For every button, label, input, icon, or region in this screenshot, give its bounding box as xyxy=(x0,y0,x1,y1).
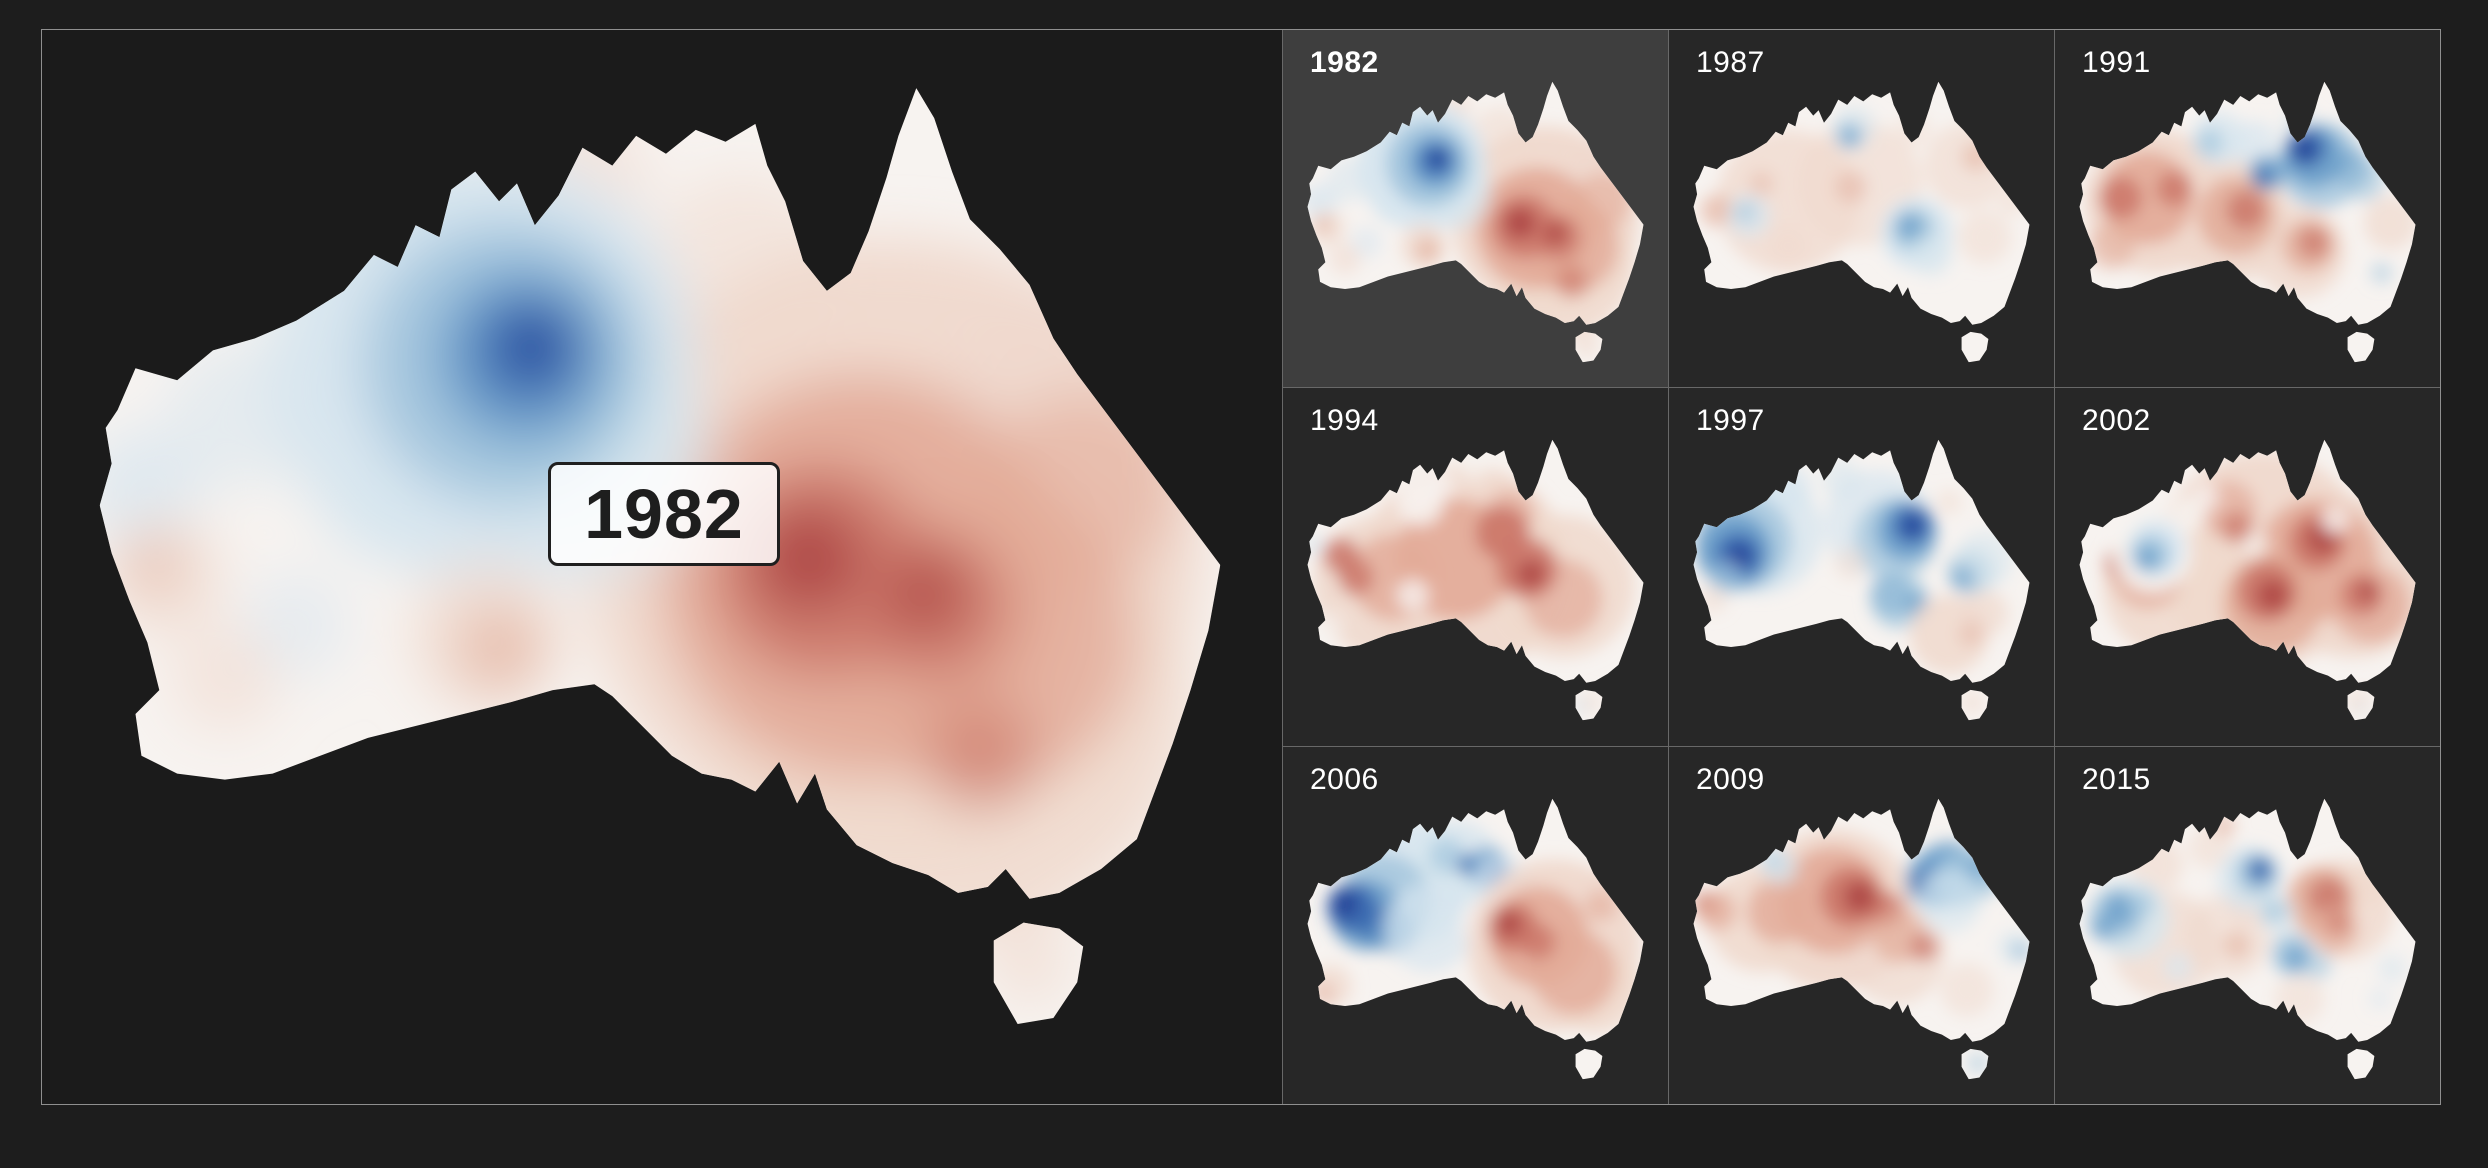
australia-anomaly-map xyxy=(1307,81,1644,363)
australia-anomaly-map xyxy=(1307,440,1644,721)
year-cell-2009[interactable]: 2009 xyxy=(1669,746,2054,1104)
visualization-frame: 1982 1982 1987 xyxy=(41,29,2441,1105)
cell-map-australia xyxy=(1681,787,2042,1096)
cell-year-label: 2006 xyxy=(1310,762,1379,796)
year-cell-1987[interactable]: 1987 xyxy=(1669,30,2054,388)
year-cell-2015[interactable]: 2015 xyxy=(2055,746,2440,1104)
australia-anomaly-map xyxy=(1307,798,1644,1079)
australia-anomaly-map xyxy=(2079,440,2416,721)
australia-anomaly-map xyxy=(2079,81,2416,363)
cell-year-label: 1987 xyxy=(1696,46,1765,79)
cell-year-label: 2002 xyxy=(2082,404,2151,438)
cell-year-label: 1997 xyxy=(1696,404,1765,438)
year-cell-1997[interactable]: 1997 xyxy=(1669,388,2054,746)
australia-anomaly-map xyxy=(1693,81,2030,363)
main-year-badge: 1982 xyxy=(548,462,780,566)
year-cell-2006[interactable]: 2006 xyxy=(1283,746,1668,1104)
year-cell-1991[interactable]: 1991 xyxy=(2055,30,2440,388)
cell-map-australia xyxy=(1295,428,1656,737)
cell-map-australia xyxy=(1681,70,2042,379)
cell-map-australia xyxy=(2067,787,2428,1096)
year-cell-2002[interactable]: 2002 xyxy=(2055,388,2440,746)
year-cell-1994[interactable]: 1994 xyxy=(1283,388,1668,746)
year-grid: 1982 1987 xyxy=(1282,30,2440,1104)
main-map-panel: 1982 xyxy=(42,30,1282,1104)
cell-map-australia xyxy=(1295,70,1656,379)
year-cell-1982[interactable]: 1982 xyxy=(1283,30,1668,388)
cell-map-australia xyxy=(1681,428,2042,737)
australia-anomaly-map xyxy=(2079,798,2416,1079)
cell-year-label: 1994 xyxy=(1310,404,1379,438)
cell-map-australia xyxy=(1295,787,1656,1096)
cell-year-label: 2015 xyxy=(2082,762,2151,796)
cell-map-australia xyxy=(2067,70,2428,379)
main-year-label: 1982 xyxy=(584,475,744,553)
cell-year-label: 1982 xyxy=(1310,46,1379,79)
cell-year-label: 2009 xyxy=(1696,762,1765,796)
australia-anomaly-map xyxy=(1693,440,2030,721)
cell-map-australia xyxy=(2067,428,2428,737)
cell-year-label: 1991 xyxy=(2082,46,2151,79)
australia-anomaly-map xyxy=(1693,798,2030,1079)
